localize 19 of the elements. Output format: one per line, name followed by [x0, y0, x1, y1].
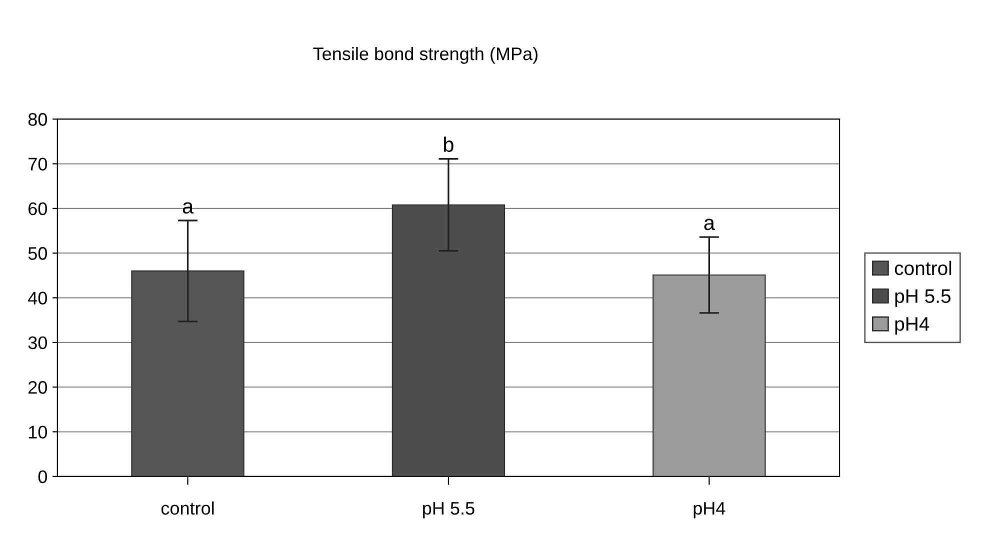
annotation: a — [182, 202, 194, 214]
y-tick-label: 10 — [28, 426, 47, 438]
x-tick-label: control — [161, 501, 214, 515]
y-tick-label: 60 — [28, 202, 47, 216]
y-tick-label: 20 — [28, 381, 47, 394]
legend-label: pH 5.5 — [895, 289, 951, 307]
annotation: a — [704, 218, 715, 230]
legend-label: pH4 — [895, 317, 930, 335]
chart-title: Tensile bond strength (MPa) — [313, 46, 538, 64]
annotation: b — [444, 136, 454, 152]
y-tick-label: 70 — [28, 158, 47, 170]
y-tick-label: 80 — [28, 113, 47, 126]
x-tick-label: pH 5.5 — [423, 502, 474, 518]
y-tick-label: 30 — [28, 336, 47, 350]
y-tick-label: 0 — [38, 470, 47, 484]
legend-label: control — [894, 260, 952, 276]
x-tick-label: pH4 — [694, 502, 726, 518]
y-tick-label: 50 — [28, 247, 47, 260]
y-tick-label: 40 — [28, 292, 47, 304]
